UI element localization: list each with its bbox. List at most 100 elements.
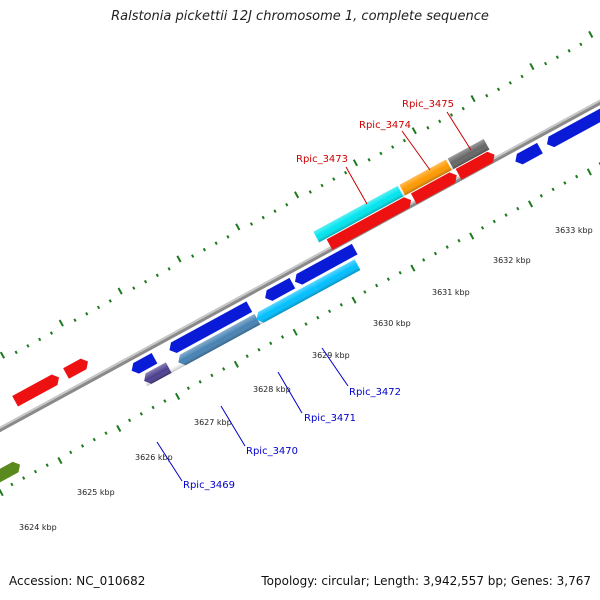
minor-tick (210, 373, 214, 378)
major-tick (351, 296, 357, 304)
minor-tick (598, 161, 600, 166)
minor-tick (480, 226, 485, 230)
minor-tick (104, 431, 108, 435)
minor-tick (198, 380, 202, 384)
gene-label-rpic-3474[interactable]: Rpic_3474 (359, 120, 411, 131)
map-track (0, 30, 600, 500)
minor-tick (543, 61, 548, 66)
minor-tick (398, 270, 402, 275)
gene-arrow[interactable] (262, 277, 296, 303)
kbp-label: 3625 kbp (77, 488, 115, 497)
kbp-label: 3633 kbp (555, 226, 593, 235)
major-tick (352, 159, 358, 167)
minor-tick (304, 322, 308, 326)
major-tick (176, 255, 182, 263)
minor-tick (45, 463, 49, 467)
gene-label-rpic-3470[interactable]: Rpic_3470 (246, 446, 298, 457)
gene-label-rpic-3469[interactable]: Rpic_3469 (183, 480, 235, 491)
major-tick (233, 360, 239, 368)
minor-tick (73, 318, 77, 323)
major-tick (0, 351, 6, 359)
minor-tick (422, 258, 426, 262)
gene-label-rpic-3475[interactable]: Rpic_3475 (402, 99, 454, 110)
leader-line (277, 371, 303, 414)
minor-tick (280, 335, 285, 339)
minor-tick (343, 170, 348, 175)
reverse-genes-row-1 (129, 104, 600, 376)
minor-tick (508, 81, 512, 85)
kbp-label: 3624 kbp (19, 523, 57, 532)
minor-tick (504, 213, 508, 217)
kbp-scale-labels: 3624 kbp 3625 kbp 3626 kbp 3627 kbp 3628… (19, 226, 593, 532)
kbp-label: 3626 kbp (135, 453, 173, 462)
gene-arrow[interactable] (513, 142, 543, 167)
gene-arrow[interactable] (129, 353, 158, 376)
minor-tick (245, 354, 249, 358)
minor-tick (69, 450, 73, 455)
minor-tick (563, 181, 567, 185)
minor-tick (273, 209, 277, 213)
gene-shading (313, 138, 490, 243)
leader-line (156, 441, 183, 482)
gene-label-rpic-3472[interactable]: Rpic_3472 (349, 387, 401, 398)
kbp-label: 3629 kbp (312, 351, 350, 360)
major-tick (57, 456, 63, 465)
major-tick (529, 62, 535, 71)
minor-tick (457, 238, 461, 243)
minor-tick (492, 219, 496, 224)
minor-tick (555, 55, 559, 60)
leader-line (446, 111, 472, 151)
minor-tick (167, 267, 171, 271)
forward-genes-row-2 (326, 149, 498, 250)
minor-tick (127, 418, 132, 423)
minor-tick (539, 193, 543, 198)
gene-arrow[interactable] (292, 243, 358, 287)
major-tick (58, 319, 64, 327)
minor-tick (80, 444, 85, 448)
minor-tick (375, 283, 379, 288)
gene-arrow-green[interactable] (0, 459, 23, 500)
leader-line (220, 405, 246, 447)
major-tick (527, 200, 534, 208)
major-tick (588, 30, 594, 39)
minor-tick (257, 347, 261, 352)
minor-tick (579, 42, 583, 47)
gene-label-rpic-3473[interactable]: Rpic_3473 (296, 154, 348, 165)
minor-tick (143, 279, 148, 284)
major-tick (117, 287, 123, 295)
kbp-label: 3627 kbp (194, 418, 232, 427)
gene-arrow[interactable] (63, 356, 91, 379)
leader-line (401, 130, 431, 171)
gene-arrow[interactable] (455, 149, 498, 180)
gene-arrow[interactable] (167, 301, 253, 355)
minor-tick (567, 49, 571, 53)
major-tick (411, 127, 417, 135)
major-tick (235, 223, 241, 231)
major-tick (292, 328, 298, 336)
minor-tick (132, 286, 136, 290)
minor-tick (155, 273, 159, 278)
minor-tick (10, 482, 14, 487)
gene-arrow[interactable] (326, 195, 414, 250)
outer-tick-scale (0, 30, 594, 359)
gene-arrow[interactable] (410, 170, 460, 204)
minor-tick (269, 341, 273, 346)
minor-tick (108, 299, 112, 303)
major-tick (175, 392, 181, 400)
kbp-label: 3628 kbp (253, 385, 291, 394)
accession-text: Accession: NC_010682 (9, 574, 146, 588)
major-tick (410, 264, 416, 272)
minor-tick (92, 437, 96, 442)
leader-line (321, 347, 349, 387)
minor-tick (191, 254, 195, 258)
minor-tick (151, 405, 155, 410)
reverse-genes-row-2 (141, 259, 361, 387)
minor-tick (327, 309, 332, 314)
major-tick (294, 191, 300, 199)
gene-label-rpic-3471[interactable]: Rpic_3471 (304, 413, 356, 424)
gene-arrow[interactable] (12, 372, 62, 407)
minor-tick (214, 241, 218, 246)
minor-tick (363, 290, 367, 294)
gene-arrow[interactable] (544, 104, 600, 149)
